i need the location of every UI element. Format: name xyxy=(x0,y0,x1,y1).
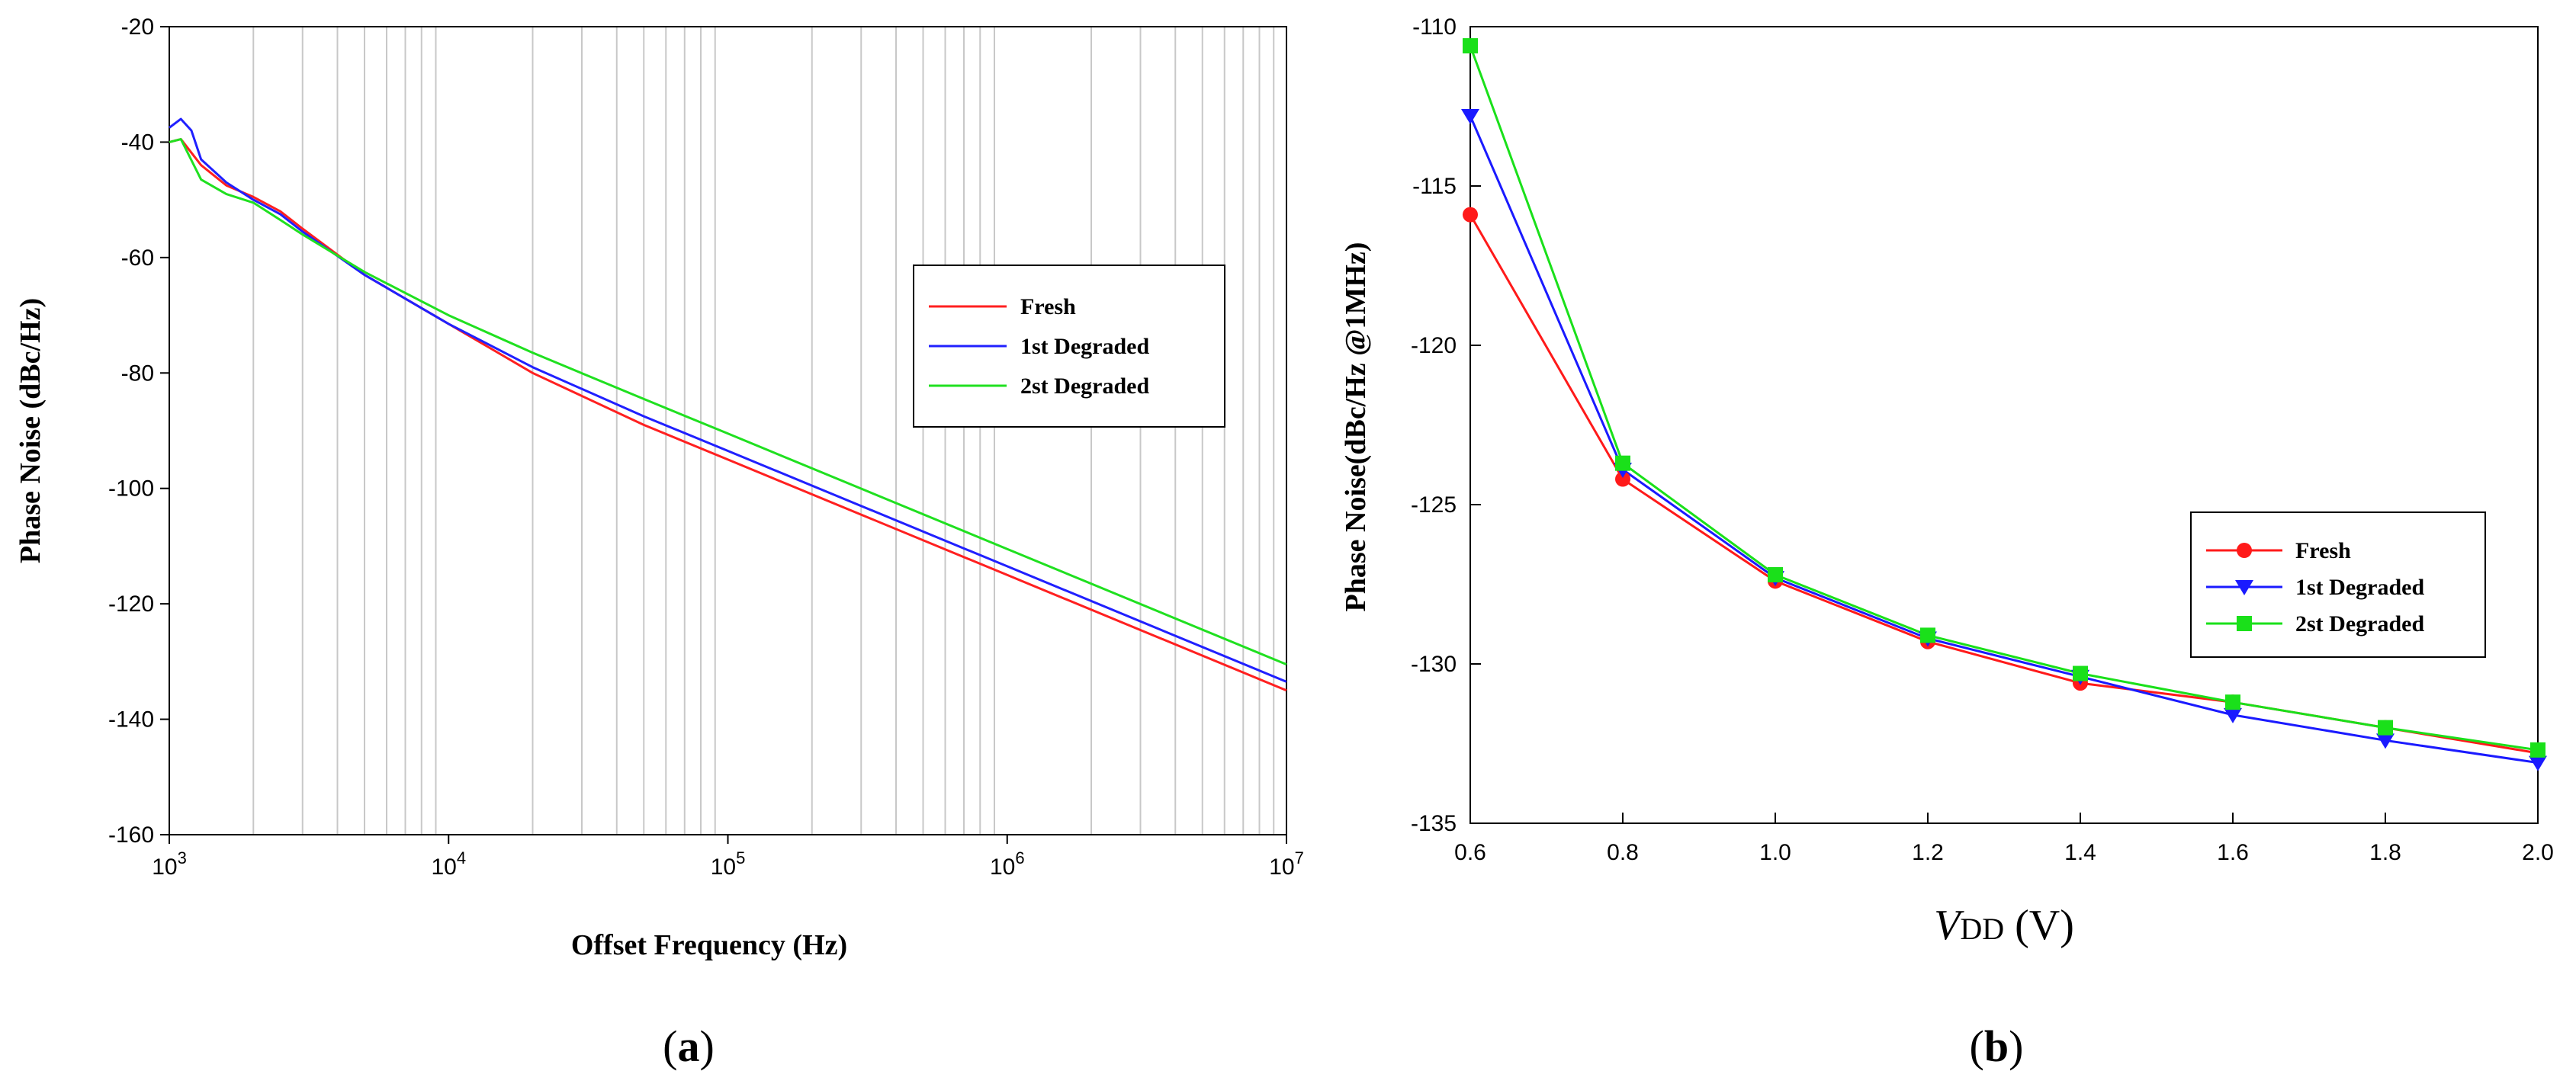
a-y-tick-label: -120 xyxy=(108,592,154,617)
a-y-axis-title: Phase Noise (dBc/Hz) xyxy=(14,298,47,563)
a-series-line-1st-degraded xyxy=(169,117,1287,683)
b-point-fresh xyxy=(1463,207,1478,223)
b-point-2st-degraded xyxy=(2225,694,2240,710)
b-point-2st-degraded xyxy=(2530,742,2545,758)
b-point-2st-degraded xyxy=(1768,566,1783,582)
a-x-axis-title: Offset Frequency (Hz) xyxy=(571,929,847,961)
b-series-line-fresh xyxy=(1469,213,2539,755)
b-x-tick-label: 0.6 xyxy=(1454,840,1486,865)
a-grid xyxy=(252,27,1275,835)
a-series-line-fresh xyxy=(169,138,1287,692)
b-series-markers xyxy=(1461,38,2547,771)
b-point-2st-degraded xyxy=(1615,455,1630,471)
a-y-tick-label: -40 xyxy=(121,130,154,155)
b-y-tick-label: -130 xyxy=(1411,652,1457,677)
a-y-tick-label: -140 xyxy=(108,707,154,733)
a-legend-label-2st-degraded: 2st Degraded xyxy=(1020,374,1149,399)
b-series-lines xyxy=(1469,45,2539,765)
b-point-2st-degraded xyxy=(1920,627,1935,643)
b-point-1st-degraded xyxy=(2376,733,2395,749)
b-legend-marker-fresh xyxy=(2237,543,2252,558)
b-y-tick-label: -120 xyxy=(1411,333,1457,358)
b-point-1st-degraded xyxy=(2529,755,2547,771)
a-caption: (a) xyxy=(663,1021,715,1071)
a-x-tick-label: 107 xyxy=(1269,848,1304,880)
b-legend: Fresh 1st Degraded 2st Degraded xyxy=(2190,511,2486,658)
b-y-tick-labels: -135 -130 -125 -120 -115 -110 xyxy=(1411,14,1457,836)
b-point-1st-degraded xyxy=(2224,707,2242,723)
a-x-tick-labels: 103 104 105 106 107 xyxy=(152,848,1304,880)
b-y-axis-title: Phase Noise(dBc/Hz @1MHz) xyxy=(1340,242,1372,612)
b-x-axis-title: VDD (V) xyxy=(1934,902,2074,949)
a-legend: Fresh 1st Degraded 2st Degraded xyxy=(913,265,1225,428)
a-y-tick-label: -60 xyxy=(121,245,154,271)
b-point-2st-degraded xyxy=(1463,38,1478,54)
b-point-1st-degraded xyxy=(1461,109,1479,125)
b-legend-label-2st-degraded: 2st Degraded xyxy=(2295,611,2424,636)
b-x-tick-label: 1.6 xyxy=(2217,840,2249,865)
b-x-tick-label: 1.2 xyxy=(1912,840,1944,865)
b-x-tick-label: 1.0 xyxy=(1759,840,1791,865)
a-x-tick-label: 105 xyxy=(711,848,746,880)
a-y-tick-label: -20 xyxy=(121,14,154,40)
a-y-tick-label: -80 xyxy=(121,361,154,386)
a-series-line-2st-degraded xyxy=(169,138,1287,665)
panel-b: -135 -130 -125 -120 -115 -110 0.6 0.8 1.0 1.2 1.4… xyxy=(1340,14,2554,1071)
b-x-tick-label: 2.0 xyxy=(2522,840,2554,865)
b-series-line-1st-degraded xyxy=(1469,115,2539,765)
b-ticks xyxy=(1469,26,2539,824)
panel-a: -160-140-120-100-80-60-40-20 103 104 105 10… xyxy=(14,14,1304,1071)
b-caption: (b) xyxy=(1970,1021,2024,1071)
b-point-fresh xyxy=(1615,471,1630,487)
a-y-tick-label: -160 xyxy=(108,822,154,848)
b-y-tick-label: -125 xyxy=(1411,492,1457,518)
b-legend-marker-2st-degraded xyxy=(2237,616,2252,631)
b-y-tick-label: -115 xyxy=(1412,174,1457,199)
b-legend-marker-1st-degraded xyxy=(2235,580,2253,595)
b-x-tick-label: 1.8 xyxy=(2369,840,2401,865)
b-point-2st-degraded xyxy=(2378,720,2393,736)
a-y-tick-label: -100 xyxy=(108,476,154,502)
b-point-2st-degraded xyxy=(2073,665,2088,681)
b-plot-frame xyxy=(1469,26,2539,824)
a-y-tick-labels: -160 -140 -120 -100 -80 -60 -40 -20 xyxy=(108,14,154,848)
a-legend-label-1st-degraded: 1st Degraded xyxy=(1020,334,1149,359)
a-series-lines xyxy=(169,117,1287,692)
b-y-tick-label: -110 xyxy=(1412,14,1457,40)
a-legend-label-fresh: Fresh xyxy=(1020,294,1076,319)
b-series-line-2st-degraded xyxy=(1469,45,2539,752)
a-ticks xyxy=(160,26,1287,844)
b-x-tick-label: 0.8 xyxy=(1607,840,1639,865)
b-x-tick-label: 1.4 xyxy=(2064,840,2096,865)
b-y-tick-label: -135 xyxy=(1411,811,1457,836)
a-x-tick-label: 104 xyxy=(431,848,466,880)
a-x-tick-label: 103 xyxy=(152,848,187,880)
b-legend-label-fresh: Fresh xyxy=(2295,538,2351,563)
b-x-tick-labels: 0.6 0.8 1.0 1.2 1.4 1.6 1.8 2.0 xyxy=(1454,840,2554,865)
b-legend-label-1st-degraded: 1st Degraded xyxy=(2295,575,2424,600)
a-x-tick-label: 106 xyxy=(990,848,1025,880)
